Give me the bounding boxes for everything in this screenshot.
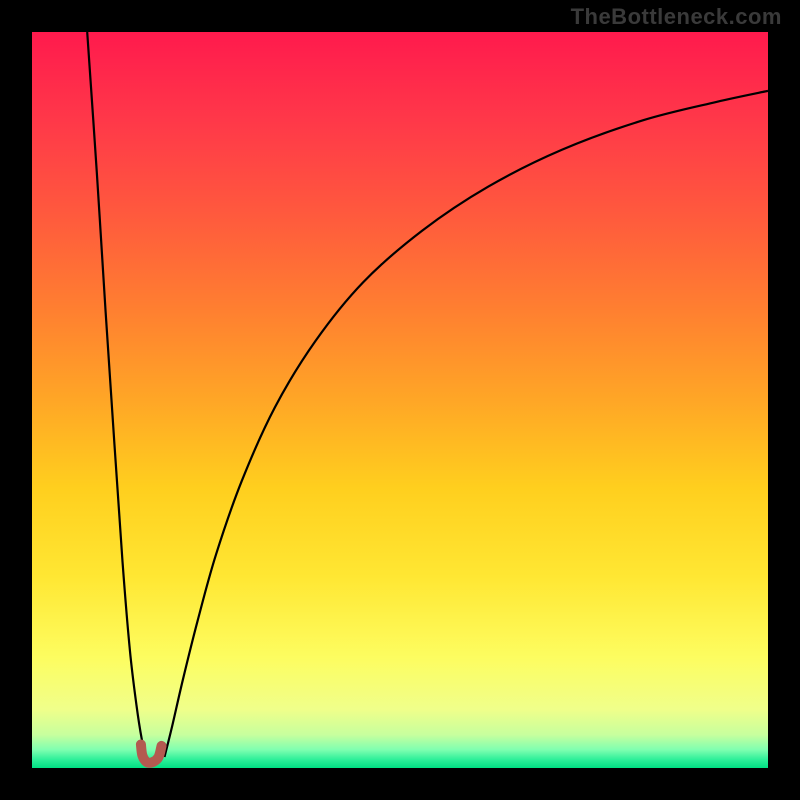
chart-frame: TheBottleneck.com <box>0 0 800 800</box>
curve-overlay <box>32 32 768 768</box>
curve-right-branch <box>164 91 768 757</box>
curve-left-branch <box>87 32 146 757</box>
plot-area <box>32 32 768 768</box>
watermark-text: TheBottleneck.com <box>571 4 782 30</box>
curve-min-arc <box>141 744 162 762</box>
